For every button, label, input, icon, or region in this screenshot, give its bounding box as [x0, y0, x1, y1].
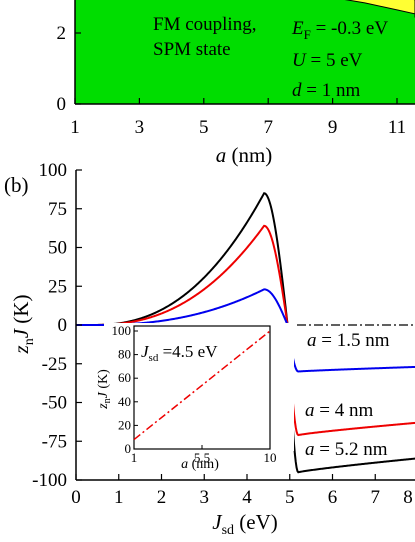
- panel-b-y-axis-label: znJ (K): [9, 295, 37, 355]
- series-label-a-1-5-nm: a = 1.5 nm: [307, 330, 390, 351]
- panel-b-y-tick-label: 75: [48, 199, 67, 220]
- u-parameter-label: U = 5 eV: [292, 50, 363, 71]
- panel-b-x-ticks: 0 1 2 3 4 5 6 7 8: [71, 474, 415, 508]
- panel-a-y-tick-label: 0: [57, 94, 67, 115]
- series-label-a-5-2-nm: a = 5.2 nm: [305, 439, 388, 460]
- panel-b-y-tick-label: -100: [32, 470, 67, 491]
- panel-a-x-tick-label: 3: [135, 117, 145, 138]
- panel-b-x-tick-label: 6: [328, 487, 338, 508]
- panel-b-y-tick-label: -75: [42, 431, 67, 452]
- panel-b-x-tick-label: 4: [242, 487, 252, 508]
- inset-y-tick-label: 60: [118, 370, 131, 385]
- panel-b-y-tick-label: -25: [42, 354, 67, 375]
- inset-x-axis-label: a (nm): [181, 457, 219, 472]
- panel-b-y-tick-label: -50: [42, 393, 67, 414]
- panel-b-x-tick-label: 5: [285, 487, 295, 508]
- panel-a-x-tick-label: 7: [263, 117, 273, 138]
- panel-a-x-tick-label: 9: [328, 117, 338, 138]
- panel-b-x-axis-label: Jsd (eV): [212, 510, 278, 537]
- inset-y-tick-label: 100: [112, 323, 132, 338]
- panel-b-y-tick-label: 100: [39, 160, 68, 181]
- inset-y-axis-label: znJ (K): [96, 369, 113, 410]
- panel-a-x-tick-label: 11: [388, 117, 406, 138]
- inset-x-tick-label: 1: [131, 450, 138, 465]
- panel-b-y-tick-label: 25: [48, 276, 67, 297]
- panel-b-x-tick-label: 2: [157, 487, 167, 508]
- inset-x-tick-label: 10: [264, 450, 277, 465]
- panel-b-x-tick-label: 0: [71, 487, 81, 508]
- panel-a-y-tick-label: 2: [57, 23, 67, 44]
- inset-y-tick-label: 0: [125, 441, 132, 456]
- panel-b-y-tick-label: 0: [58, 315, 68, 336]
- panel-a-x-axis-label: a (nm): [216, 143, 273, 167]
- panel-b-x-tick-label: 7: [371, 487, 381, 508]
- series-label-a-4-nm: a = 4 nm: [305, 400, 373, 421]
- inset-y-tick-label: 80: [118, 347, 131, 362]
- panel-b-x-tick-label: 3: [200, 487, 210, 508]
- panel-b-y-tick-label: 50: [48, 238, 67, 259]
- panel-b-x-tick-label: 8: [403, 487, 413, 508]
- inset-y-tick-label: 40: [118, 394, 131, 409]
- panel-b-label: (b): [4, 173, 29, 197]
- panel-a-x-tick-label: 1: [70, 117, 80, 138]
- panel-a-x-tick-label: 5: [199, 117, 209, 138]
- d-parameter-label: d = 1 nm: [292, 80, 360, 101]
- panel-b-y-ticks: -100 -75 -50 -25 0 25 50 75 100: [32, 160, 82, 491]
- spm-state-label: SPM state: [153, 39, 231, 60]
- inset-y-tick-label: 20: [118, 417, 131, 432]
- fm-coupling-label: FM coupling,: [153, 14, 256, 35]
- panel-b-x-tick-label: 1: [114, 487, 124, 508]
